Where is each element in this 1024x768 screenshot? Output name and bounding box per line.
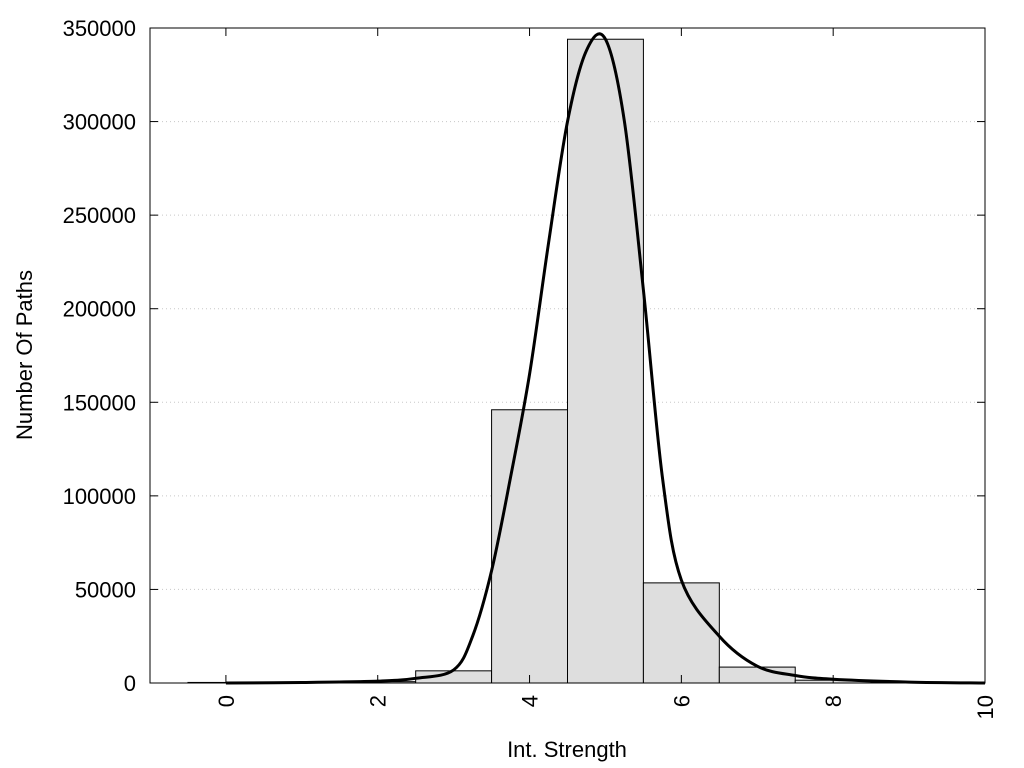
y-tick-label: 300000	[63, 110, 136, 135]
y-axis-label: Number Of Paths	[12, 270, 37, 440]
x-tick-label: 4	[518, 695, 543, 707]
x-tick-label: 10	[973, 695, 998, 719]
plot-frame	[149, 27, 986, 684]
x-tick-label: 6	[669, 695, 694, 707]
histogram-bar	[491, 409, 568, 684]
y-tick-label: 50000	[75, 577, 136, 602]
x-axis: 0 2 4 6 8 10	[214, 28, 998, 719]
histogram-bar	[567, 38, 644, 684]
y-tick-label: 350000	[63, 16, 136, 41]
x-tick-label: 8	[821, 695, 846, 707]
fit-curve	[225, 32, 986, 685]
x-tick-label: 0	[214, 695, 239, 707]
y-tick-label: 0	[124, 671, 136, 696]
x-tick-label: 2	[366, 695, 391, 707]
histogram-bar	[642, 582, 720, 684]
x-axis-label: Int. Strength	[507, 737, 627, 762]
y-tick-label: 250000	[63, 203, 136, 228]
y-axis: 0 50000 100000 150000 200000 250000 300000 3500…	[63, 16, 985, 696]
y-tick-label: 150000	[63, 390, 136, 415]
fit-curve-line	[225, 32, 986, 685]
y-tick-label: 200000	[63, 297, 136, 322]
y-tick-label: 100000	[63, 484, 136, 509]
bars	[187, 38, 948, 684]
